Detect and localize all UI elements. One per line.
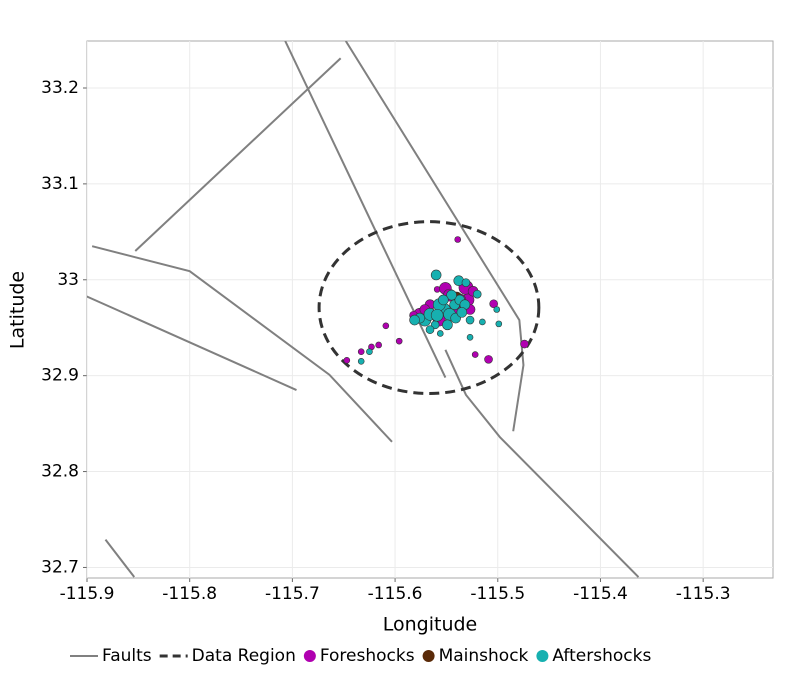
point (495, 320, 503, 328)
point (436, 330, 444, 337)
y-tick-label: 33.1 (41, 174, 79, 194)
x-tick-label: -115.3 (676, 584, 731, 604)
x-tick-label: -115.7 (265, 584, 320, 604)
fault-line (104, 539, 136, 578)
legend-label: Data Region (192, 646, 296, 666)
point (357, 348, 365, 355)
legend-key (536, 650, 549, 662)
point (442, 319, 453, 331)
point (343, 357, 351, 364)
legend-label: Foreshocks (320, 646, 415, 666)
point (438, 294, 449, 306)
fault-line (444, 349, 640, 578)
x-tick-label: -115.8 (162, 584, 217, 604)
point (493, 306, 501, 313)
point (357, 357, 365, 365)
point (471, 351, 479, 358)
legend-label: Faults (102, 646, 152, 666)
x-tick-label: -115.9 (60, 584, 115, 604)
point (466, 334, 474, 341)
fault-line (87, 295, 297, 391)
plot-layer (87, 41, 773, 578)
point (409, 314, 420, 326)
y-tick-label: 33 (57, 270, 79, 290)
fault-line (134, 57, 342, 252)
x-tick-label: -115.6 (368, 584, 423, 604)
point (425, 325, 435, 334)
data-region (317, 220, 541, 396)
y-axis-label: Latitude (7, 271, 29, 349)
x-axis-label: Longitude (383, 614, 478, 636)
x-tick-label: -115.5 (470, 584, 525, 604)
point (456, 307, 468, 318)
y-tick-label: 33.2 (41, 78, 79, 98)
fault-line (91, 245, 393, 443)
point (520, 339, 529, 349)
legend-key (422, 650, 435, 662)
point (430, 308, 444, 322)
point (461, 278, 471, 287)
point (454, 236, 462, 243)
point (382, 322, 390, 330)
point (366, 348, 373, 355)
point (479, 318, 486, 326)
y-tick-label: 32.8 (41, 462, 79, 482)
y-tick-label: 32.9 (41, 366, 79, 386)
point (472, 289, 482, 299)
point (395, 337, 403, 345)
legend-label: Mainshock (439, 646, 529, 666)
x-tick-label: -115.4 (573, 584, 628, 604)
legend-key (303, 650, 316, 662)
point (465, 315, 475, 325)
point (446, 289, 457, 301)
point (484, 355, 493, 364)
point (375, 341, 382, 349)
legend-label: Aftershocks (552, 646, 651, 666)
point (489, 299, 498, 309)
y-tick-label: 32.7 (41, 557, 79, 577)
point (430, 269, 442, 281)
